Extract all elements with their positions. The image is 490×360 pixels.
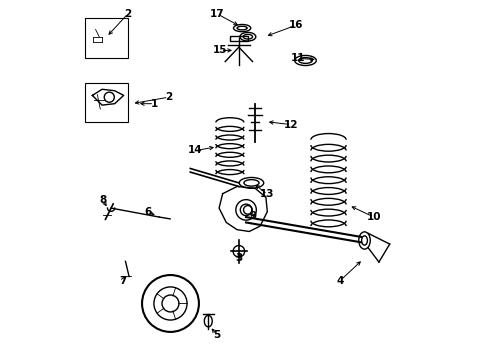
Text: 10: 10 (367, 212, 381, 222)
Text: 11: 11 (291, 53, 306, 63)
Text: 5: 5 (213, 330, 220, 340)
Text: 4: 4 (336, 276, 343, 286)
Text: 6: 6 (144, 207, 151, 217)
Text: 1: 1 (150, 99, 158, 109)
Text: 3: 3 (235, 253, 242, 263)
Bar (85, 18, 128, 58)
Bar (229, 36, 248, 41)
Text: 14: 14 (188, 145, 203, 156)
Text: 16: 16 (289, 20, 303, 30)
Text: 8: 8 (99, 195, 106, 205)
Text: 12: 12 (284, 120, 298, 130)
Text: 15: 15 (213, 45, 228, 55)
Text: 2: 2 (165, 92, 172, 102)
Text: 7: 7 (119, 276, 126, 286)
Text: 9: 9 (249, 211, 256, 221)
Text: 13: 13 (260, 189, 274, 199)
Text: 2: 2 (124, 9, 132, 19)
Bar (85, 83, 128, 122)
Text: 17: 17 (210, 9, 224, 19)
